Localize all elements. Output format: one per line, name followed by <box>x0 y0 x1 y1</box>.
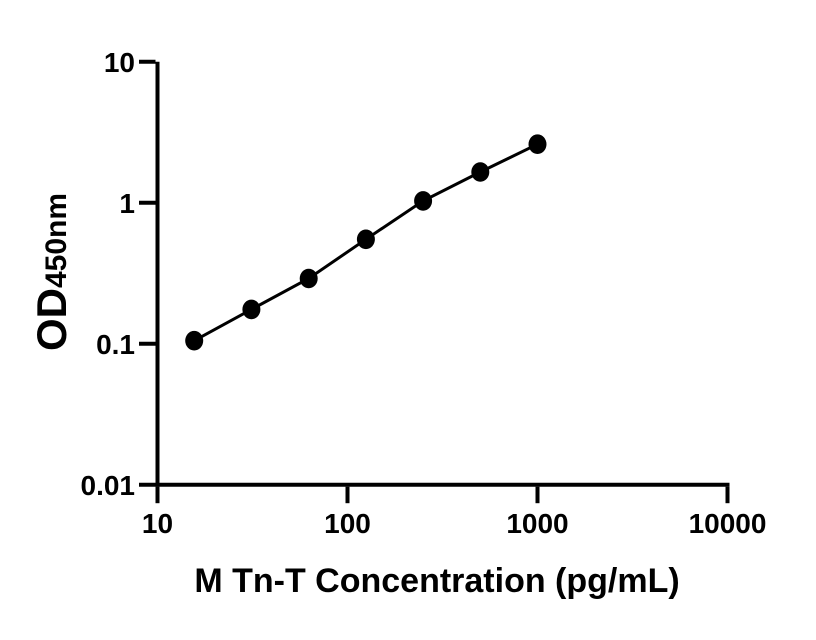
data-point <box>414 191 433 211</box>
x-tick-label: 1000 <box>506 508 568 539</box>
x-tick-label: 100 <box>324 508 371 539</box>
y-tick-label: 1 <box>119 188 135 219</box>
axes <box>155 61 730 487</box>
x-tick-label: 10 <box>142 508 173 539</box>
axis-ticks <box>139 59 730 504</box>
y-tick-label: 0.1 <box>96 329 135 360</box>
data-point <box>242 299 261 320</box>
y-axis-title-main: OD <box>28 288 75 351</box>
data-series <box>185 134 547 351</box>
y-tick-label: 10 <box>104 47 135 78</box>
x-axis-title: M Tn-T Concentration (pg/mL) <box>194 562 679 600</box>
y-axis-title: OD450nm <box>28 193 75 351</box>
y-axis-title-subscript: 450nm <box>40 193 73 288</box>
data-point <box>356 229 375 250</box>
y-tick-label: 0.01 <box>81 470 136 501</box>
data-point <box>185 330 204 351</box>
data-point <box>299 268 318 289</box>
data-point <box>528 134 547 154</box>
data-point <box>471 162 490 182</box>
x-tick-label: 10000 <box>689 508 767 539</box>
